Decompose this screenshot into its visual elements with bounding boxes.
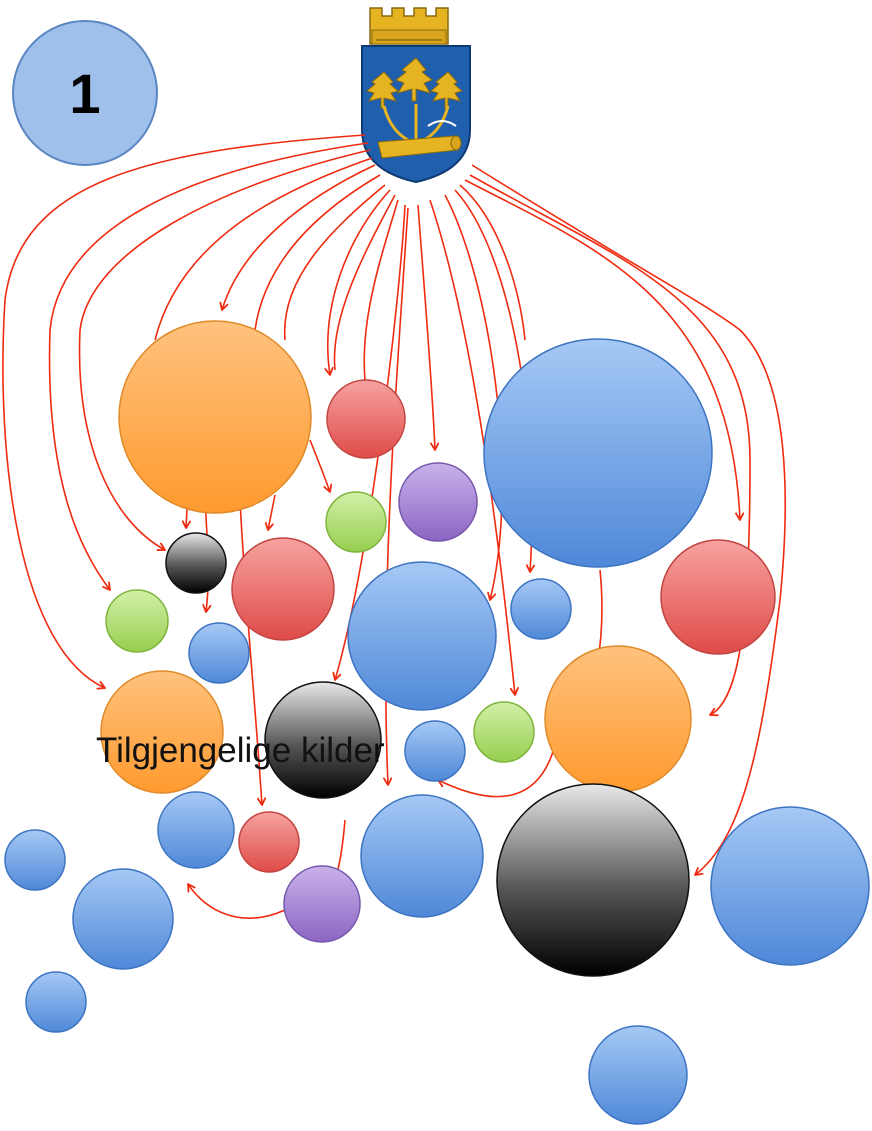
arrow xyxy=(48,142,369,590)
blue-source-bubble xyxy=(483,338,713,568)
black-source-bubble xyxy=(496,783,690,977)
arrow xyxy=(78,149,371,550)
arrow xyxy=(154,157,373,341)
blue-source-bubble xyxy=(188,622,250,684)
red-source-bubble xyxy=(326,379,406,459)
arrow xyxy=(2,134,366,688)
blue-source-bubble xyxy=(347,561,497,711)
orange-source-bubble xyxy=(100,670,224,794)
source-bubbles xyxy=(4,320,870,1125)
arrow xyxy=(386,207,409,785)
arrow xyxy=(417,204,435,450)
arrow xyxy=(444,194,503,600)
caption-text: Tilgjengelige kilder xyxy=(96,731,385,770)
arrow xyxy=(469,174,751,715)
green-source-bubble xyxy=(105,589,169,653)
arrow xyxy=(464,179,740,520)
blue-source-bubble xyxy=(588,1025,688,1125)
arrow xyxy=(429,199,515,695)
blue-source-bubble xyxy=(4,829,66,891)
black-source-bubble xyxy=(165,532,227,594)
coat-of-arms-icon xyxy=(361,7,471,184)
arrow xyxy=(363,199,399,381)
arrow xyxy=(268,494,276,530)
blue-source-bubble xyxy=(360,794,484,918)
arrow xyxy=(254,174,381,331)
arrow xyxy=(239,499,262,805)
arrow xyxy=(459,184,526,341)
green-source-bubble xyxy=(473,701,535,763)
purple-source-bubble xyxy=(283,865,361,943)
number-badge: 1 xyxy=(12,20,158,166)
blue-source-bubble xyxy=(72,868,174,970)
orange-source-bubble xyxy=(544,645,692,793)
arrow xyxy=(222,164,376,310)
green-source-bubble xyxy=(325,491,387,553)
red-source-bubble xyxy=(660,539,776,655)
black-source-bubble xyxy=(264,681,382,799)
badge-number: 1 xyxy=(69,62,100,125)
purple-source-bubble xyxy=(398,462,478,542)
blue-source-bubble xyxy=(510,578,572,640)
blue-source-bubble xyxy=(25,971,87,1033)
arrow xyxy=(188,884,286,919)
orange-source-bubble xyxy=(118,320,312,514)
arrow xyxy=(283,184,386,341)
red-source-bubble xyxy=(231,537,335,641)
blue-source-bubble xyxy=(710,806,870,966)
red-source-bubble xyxy=(238,811,300,873)
arrow xyxy=(309,439,330,492)
arrow xyxy=(471,164,786,875)
arrow xyxy=(333,194,396,371)
blue-source-bubble xyxy=(157,791,235,869)
blue-source-bubble xyxy=(404,720,466,782)
arrow xyxy=(328,189,391,375)
arrow xyxy=(438,744,556,798)
